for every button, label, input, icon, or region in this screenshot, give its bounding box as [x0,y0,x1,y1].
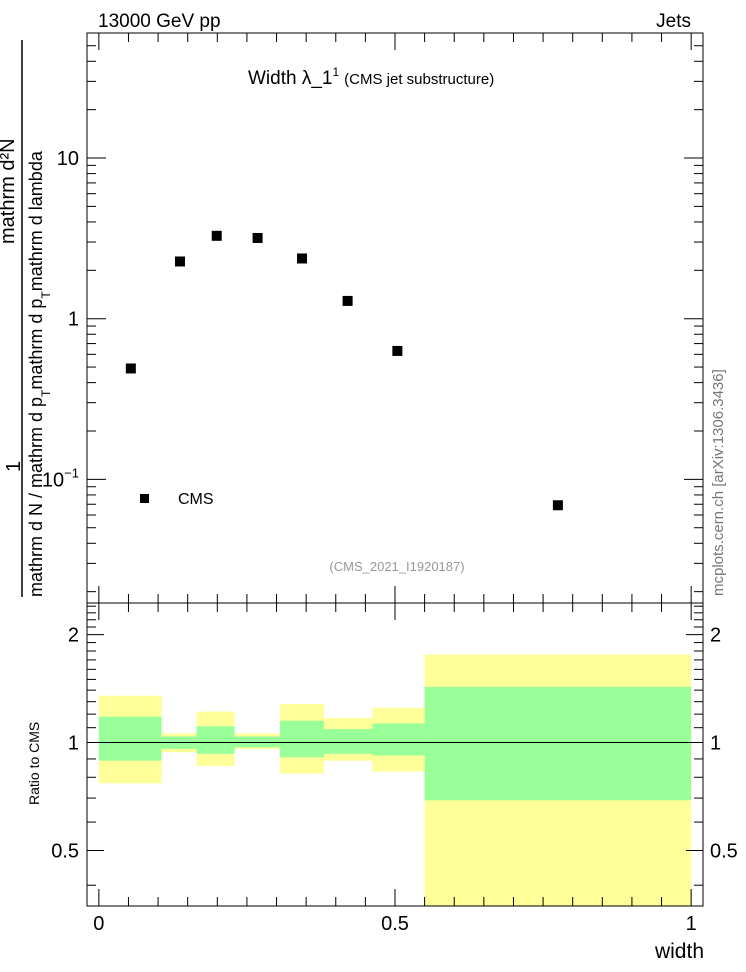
ratio-y-tick-label-left: 1 [68,733,79,755]
ratio-inner-band [424,686,692,801]
y-label-one: 1 [3,461,25,472]
ratio-axis-ticks [87,603,703,906]
data-point [211,230,222,241]
main-axis-ticks [87,32,703,603]
ratio-y-tick-label-right: 0.5 [710,840,738,862]
ratio-tick-labels: 2 2 1 1 0.5 0.5 0 0.5 1 [51,625,738,935]
ratio-uncertainty-bands [98,654,692,906]
plot-title-suffix: (CMS jet substructure) [344,71,494,88]
main-data-points [125,230,563,511]
plot-title-sup: 1 [332,65,339,79]
ratio-y-tick-label-right: 2 [710,625,721,647]
data-point [252,232,263,243]
ratio-inner-band [372,723,425,756]
ratio-plot-panel: 2 2 1 1 0.5 0.5 0 0.5 1 Ratio to CMS width [26,602,738,963]
plot-title-main: Width λ_1 [248,68,332,89]
ratio-inner-band [234,736,281,748]
y-label-den-sub2: T [39,291,53,299]
data-point [297,253,308,264]
main-y-tick-label-exp: −1 [64,465,79,480]
legend-label: CMS [178,491,214,508]
ratio-inner-band [280,720,324,758]
analysis-id: (CMS_2021_I1920187) [329,559,464,574]
ratio-plot-frame [86,602,704,907]
ratio-inner-band [196,726,235,754]
x-tick-label: 1 [686,913,697,935]
main-y-tick-label-base: 10 [42,469,64,491]
legend-marker [140,494,149,503]
ratio-y-tick-label-left: 2 [68,625,79,647]
main-y-tick-label: 10−1 [42,465,79,491]
ratio-y-tick-label-right: 1 [710,733,721,755]
x-tick-label: 0 [93,913,104,935]
side-credit: mcplots.cern.ch [arXiv:1306.3436] [710,369,727,596]
header-left: 13000 GeV pp [98,11,221,32]
data-point [552,500,563,511]
main-y-tick-label: 1 [68,309,79,331]
y-label-numerator: mathrm d²N [0,138,19,244]
y-label-den-sub1: T [39,389,53,397]
x-axis-label: width [654,940,704,963]
main-y-axis-label: 1 mathrm d²N mathrm d N / mathrm d pTmat… [0,40,53,597]
data-point [342,295,353,306]
header-right: Jets [656,11,691,32]
plot-title: Width λ_11 (CMS jet substructure) [248,65,494,89]
ratio-y-axis-label: Ratio to CMS [26,722,42,805]
y-label-den-part1: mathrm d N / mathrm d p [26,397,46,597]
data-point [174,256,185,267]
y-label-denominator: mathrm d N / mathrm d pTmathrm d pTmathr… [26,150,53,597]
main-plot-frame [86,32,704,604]
ratio-inner-band [98,716,162,761]
x-tick-label: 0.5 [381,913,409,935]
ratio-y-tick-label-left: 0.5 [51,840,79,862]
y-label-den-part3: mathrm d lambda [26,150,46,291]
data-point [125,363,136,374]
y-label-den-part2: mathrm d p [26,299,46,390]
ratio-inner-band [323,729,373,754]
main-y-tick-label: 10 [57,148,79,170]
data-point [392,345,403,356]
